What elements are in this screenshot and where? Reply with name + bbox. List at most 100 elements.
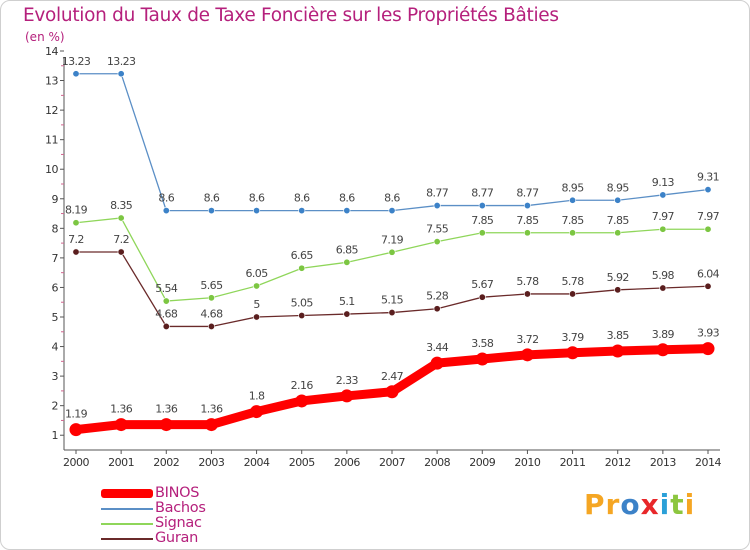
y-tick-label: 11 xyxy=(45,134,58,147)
data-label-guran: 7.2 xyxy=(113,233,129,246)
data-point-guran xyxy=(162,322,170,330)
x-tick-label: 2001 xyxy=(108,456,134,469)
x-tick-label: 2008 xyxy=(424,456,450,469)
y-tick-label: 1 xyxy=(52,429,59,442)
y-tick-label: 3 xyxy=(52,370,59,383)
data-point-bachos xyxy=(478,202,486,210)
y-tick-label: 10 xyxy=(45,163,58,176)
data-point-guran xyxy=(569,290,577,298)
chart-title: Evolution du Taux de Taxe Foncière sur l… xyxy=(23,5,559,26)
data-point-bachos xyxy=(659,191,667,199)
data-label-guran: 5.05 xyxy=(291,297,314,310)
data-point-bachos xyxy=(343,207,351,215)
data-point-binos xyxy=(250,405,264,419)
data-label-signac: 7.97 xyxy=(697,210,720,223)
data-label-bachos: 8.6 xyxy=(339,192,355,205)
data-point-bachos xyxy=(72,70,80,78)
data-label-binos: 1.36 xyxy=(155,403,178,416)
data-label-bachos: 8.6 xyxy=(294,192,310,205)
data-label-bachos: 13.23 xyxy=(62,55,91,68)
chart-data-labels: 13.23 13.23 8.6 8.6 8.6 8.6 8.6 8.6 8.77 8.77 8.77… xyxy=(62,55,720,421)
data-point-bachos xyxy=(388,207,396,215)
data-label-signac: 5.65 xyxy=(200,279,223,292)
data-label-signac: 7.85 xyxy=(471,214,494,227)
series-binos xyxy=(69,342,715,437)
logo-part: i xyxy=(659,488,671,521)
data-label-binos: 3.58 xyxy=(471,337,494,350)
data-point-binos xyxy=(114,418,128,432)
data-point-guran xyxy=(253,313,261,321)
data-label-binos: 1.36 xyxy=(110,403,133,416)
logo-part: o xyxy=(620,488,641,521)
data-point-binos xyxy=(475,352,489,366)
data-point-guran xyxy=(117,248,125,256)
y-tick-label: 7 xyxy=(52,252,59,265)
data-point-binos xyxy=(611,344,625,358)
logo-part: x xyxy=(640,488,660,521)
legend-label-bachos: Bachos xyxy=(155,500,206,516)
logo-part: i xyxy=(684,488,696,521)
data-label-bachos: 8.77 xyxy=(471,187,494,200)
data-point-bachos xyxy=(433,202,441,210)
data-label-guran: 5.28 xyxy=(426,290,449,303)
data-point-binos xyxy=(204,418,218,432)
data-label-signac: 8.19 xyxy=(65,204,88,217)
data-label-binos: 3.44 xyxy=(426,341,449,354)
x-tick-label: 2014 xyxy=(695,456,721,469)
data-point-guran xyxy=(298,312,306,320)
data-point-binos xyxy=(701,342,715,356)
data-point-bachos xyxy=(162,207,170,215)
data-label-signac: 8.35 xyxy=(110,199,133,212)
data-label-signac: 7.97 xyxy=(652,210,675,223)
y-tick-label: 9 xyxy=(52,193,59,206)
data-label-bachos: 8.95 xyxy=(562,181,585,194)
data-label-signac: 6.05 xyxy=(246,267,269,280)
data-point-binos xyxy=(385,385,399,399)
y-tick-label: 4 xyxy=(52,341,59,354)
data-point-signac xyxy=(117,214,125,222)
data-label-bachos: 13.23 xyxy=(107,55,136,68)
data-point-binos xyxy=(566,346,580,360)
chart-series xyxy=(69,70,715,437)
y-tick-label: 12 xyxy=(45,104,58,117)
proxiti-logo: Proxiti xyxy=(584,488,695,521)
data-label-binos: 2.47 xyxy=(381,370,404,383)
x-tick-label: 2005 xyxy=(289,456,315,469)
legend-label-guran: Guran xyxy=(155,530,198,546)
legend-swatch-guran xyxy=(101,538,153,540)
x-tick-label: 2000 xyxy=(63,456,89,469)
data-label-bachos: 8.95 xyxy=(607,181,630,194)
data-label-signac: 7.85 xyxy=(607,214,630,227)
data-label-binos: 1.19 xyxy=(65,408,88,421)
data-point-bachos xyxy=(207,207,215,215)
data-label-binos: 3.93 xyxy=(697,327,720,340)
data-point-signac xyxy=(298,264,306,272)
y-axis-unit: (en %) xyxy=(25,30,65,44)
data-point-signac xyxy=(614,229,622,237)
data-label-bachos: 8.77 xyxy=(426,187,449,200)
data-point-binos xyxy=(340,389,354,403)
logo-part: Pr xyxy=(584,488,621,521)
data-point-guran xyxy=(614,286,622,294)
data-point-bachos xyxy=(523,202,531,210)
data-label-bachos: 8.6 xyxy=(384,192,400,205)
data-point-signac xyxy=(523,229,531,237)
data-point-guran xyxy=(478,293,486,301)
data-label-signac: 5.54 xyxy=(155,282,178,295)
y-tick-label: 13 xyxy=(45,75,58,88)
data-point-binos xyxy=(295,394,309,408)
legend-swatch-binos xyxy=(101,489,153,498)
data-label-guran: 5.15 xyxy=(381,294,404,307)
legend-swatch-bachos xyxy=(101,508,153,510)
data-label-signac: 7.55 xyxy=(426,223,449,236)
data-label-guran: 5.98 xyxy=(652,269,675,282)
data-label-binos: 3.72 xyxy=(516,333,538,346)
data-point-signac xyxy=(433,238,441,246)
y-tick-label: 6 xyxy=(52,281,59,294)
data-point-binos xyxy=(656,343,670,357)
x-tick-label: 2004 xyxy=(244,456,270,469)
x-tick-label: 2013 xyxy=(650,456,676,469)
data-label-guran: 5.78 xyxy=(562,275,585,288)
legend-label-signac: Signac xyxy=(155,515,202,531)
